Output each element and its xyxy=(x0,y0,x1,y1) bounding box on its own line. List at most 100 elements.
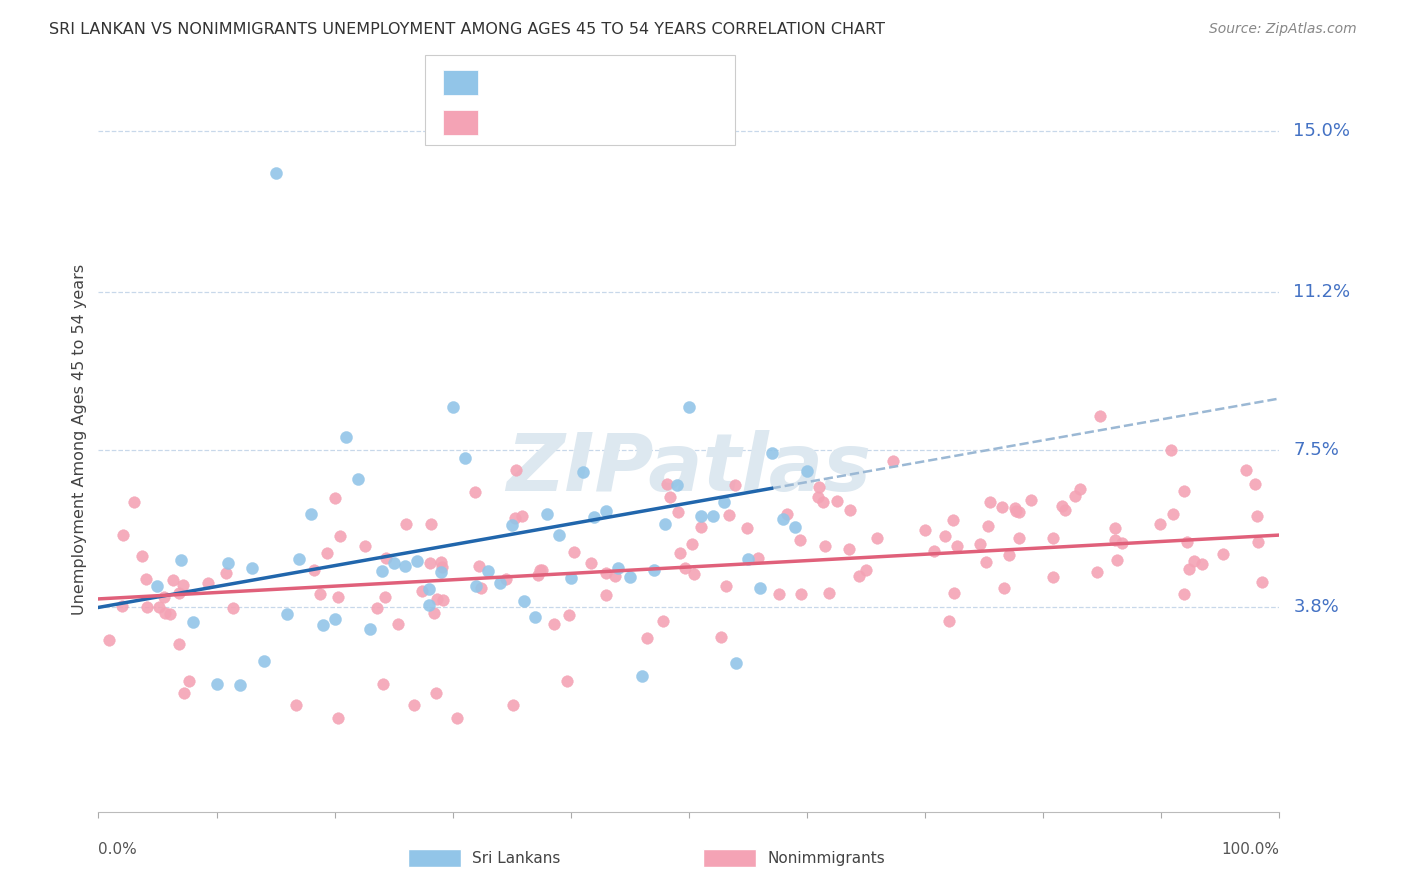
Text: SRI LANKAN VS NONIMMIGRANTS UNEMPLOYMENT AMONG AGES 45 TO 54 YEARS CORRELATION C: SRI LANKAN VS NONIMMIGRANTS UNEMPLOYMENT… xyxy=(49,22,886,37)
Point xyxy=(811,495,834,509)
Point xyxy=(135,572,157,586)
Point xyxy=(172,578,194,592)
Point xyxy=(315,546,337,560)
Point xyxy=(387,616,409,631)
Point xyxy=(737,552,759,566)
Point xyxy=(974,555,997,569)
Point xyxy=(934,529,956,543)
Point xyxy=(1007,505,1029,519)
Point xyxy=(1069,482,1091,496)
Point xyxy=(643,563,665,577)
Point xyxy=(748,582,770,596)
Point xyxy=(432,559,454,574)
Point xyxy=(529,563,551,577)
Point xyxy=(607,561,630,575)
Point xyxy=(181,615,204,629)
Point xyxy=(477,564,499,578)
Point xyxy=(373,677,395,691)
Point xyxy=(689,509,711,524)
Text: N =: N = xyxy=(598,74,645,92)
Point xyxy=(636,632,658,646)
Point xyxy=(217,556,239,570)
Point xyxy=(326,711,349,725)
Point xyxy=(446,711,468,725)
Point xyxy=(1063,489,1085,503)
Point xyxy=(702,508,724,523)
Text: 15.0%: 15.0% xyxy=(1294,121,1350,140)
Point xyxy=(838,541,860,556)
Point xyxy=(725,656,748,670)
Point xyxy=(153,606,176,620)
Point xyxy=(914,524,936,538)
Text: Source: ZipAtlas.com: Source: ZipAtlas.com xyxy=(1209,22,1357,37)
Text: 0.240: 0.240 xyxy=(540,74,592,92)
Point xyxy=(785,520,807,534)
Point xyxy=(527,567,550,582)
Point xyxy=(654,517,676,532)
Point xyxy=(302,563,325,577)
Point xyxy=(524,609,547,624)
Point xyxy=(630,668,652,682)
Point xyxy=(583,509,606,524)
Text: 11.2%: 11.2% xyxy=(1294,284,1351,301)
Point xyxy=(543,617,565,632)
Point xyxy=(159,607,181,621)
Point xyxy=(395,517,418,532)
Point xyxy=(536,507,558,521)
Point xyxy=(855,563,877,577)
Point xyxy=(335,430,357,444)
Point xyxy=(1173,587,1195,601)
Point xyxy=(666,478,689,492)
Point xyxy=(221,600,243,615)
Point xyxy=(1104,533,1126,547)
Text: Nonimmigrants: Nonimmigrants xyxy=(768,851,886,865)
Point xyxy=(946,539,969,553)
Point xyxy=(735,521,758,535)
Point xyxy=(1212,547,1234,561)
Point xyxy=(1243,477,1265,491)
Point xyxy=(714,579,737,593)
Y-axis label: Unemployment Among Ages 45 to 54 years: Unemployment Among Ages 45 to 54 years xyxy=(72,264,87,615)
Point xyxy=(404,698,426,713)
Point xyxy=(562,545,585,559)
Text: R =: R = xyxy=(492,113,529,131)
Point xyxy=(796,464,818,478)
Point xyxy=(690,520,713,534)
Point xyxy=(468,558,491,573)
Point xyxy=(131,549,153,563)
Point xyxy=(276,607,298,621)
Point xyxy=(666,505,689,519)
Point xyxy=(814,539,837,553)
Point xyxy=(197,575,219,590)
Point xyxy=(1247,534,1270,549)
Point xyxy=(453,451,475,466)
Point xyxy=(571,465,593,479)
Point xyxy=(167,586,190,600)
Point xyxy=(366,601,388,615)
Point xyxy=(512,594,534,608)
Point xyxy=(998,549,1021,563)
Point xyxy=(1054,503,1077,517)
Point xyxy=(839,503,862,517)
Point xyxy=(595,566,617,580)
Point xyxy=(420,516,443,531)
Point xyxy=(1161,507,1184,521)
Point xyxy=(938,615,960,629)
Point xyxy=(1246,508,1268,523)
Point xyxy=(1178,562,1201,576)
Point xyxy=(548,528,571,542)
Point xyxy=(977,519,1000,533)
Point xyxy=(264,166,287,180)
Point xyxy=(789,533,811,547)
Point xyxy=(1042,531,1064,545)
Point xyxy=(411,584,433,599)
Point xyxy=(922,544,945,558)
Text: 0.0%: 0.0% xyxy=(98,842,138,857)
Point xyxy=(1005,504,1028,518)
Point xyxy=(288,552,311,566)
Point xyxy=(465,579,488,593)
Point xyxy=(425,685,447,699)
Point xyxy=(382,557,405,571)
Point xyxy=(531,563,554,577)
Point xyxy=(991,500,1014,515)
